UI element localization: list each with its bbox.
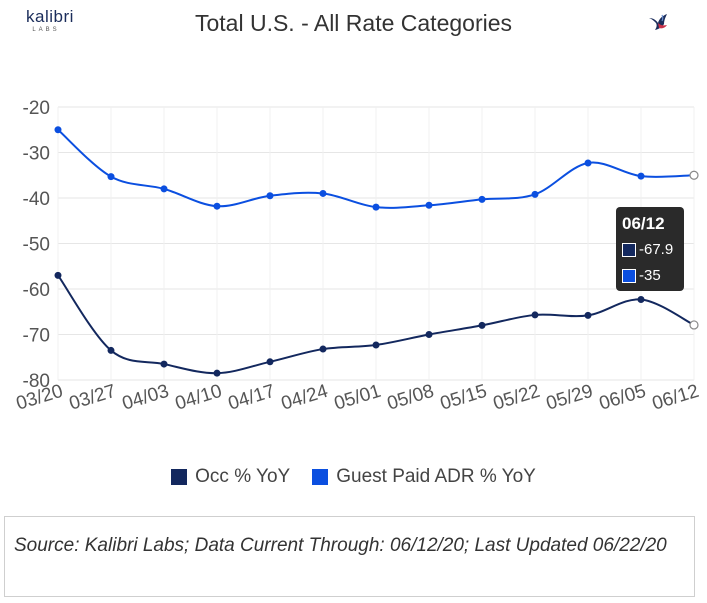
data-point-occ[interactable] bbox=[637, 295, 645, 303]
x-tick-label: 04/17 bbox=[226, 381, 278, 415]
data-point-occ[interactable] bbox=[425, 331, 433, 338]
data-point-adr[interactable] bbox=[478, 195, 486, 203]
data-point-occ[interactable] bbox=[319, 345, 327, 353]
data-point-adr[interactable] bbox=[584, 159, 592, 167]
logo-subtext: LABS bbox=[32, 27, 60, 33]
data-point-adr[interactable] bbox=[54, 126, 62, 134]
data-point-adr[interactable] bbox=[107, 173, 115, 181]
data-point-adr[interactable] bbox=[160, 185, 168, 193]
kalibri-logo: kalibri LABS bbox=[26, 7, 74, 34]
legend: Occ % YoY Guest Paid ADR % YoY bbox=[0, 466, 707, 488]
data-point-occ[interactable] bbox=[266, 358, 274, 366]
tooltip-swatch-occ bbox=[622, 243, 636, 257]
x-tick-label: 06/12 bbox=[650, 381, 702, 415]
data-point-occ[interactable] bbox=[372, 341, 380, 349]
logo-word: kalibri bbox=[26, 7, 74, 26]
page-title: Total U.S. - All Rate Categories bbox=[194, 10, 513, 36]
x-tick-label: 04/24 bbox=[279, 381, 331, 415]
tooltip-adr-value: -35 bbox=[639, 267, 661, 284]
data-point-occ[interactable] bbox=[54, 271, 62, 279]
line-chart: -20 -30 -40 -50 -60 -70 -80 03/20 03/27 04/03 04/… bbox=[14, 98, 702, 415]
data-point-adr[interactable] bbox=[319, 189, 327, 197]
legend-label-occ: Occ % YoY bbox=[195, 466, 291, 487]
data-point-adr[interactable] bbox=[531, 190, 539, 198]
tooltip: 06/12 -67.9 -35 bbox=[616, 207, 684, 291]
y-tick-label: -60 bbox=[23, 280, 50, 301]
tooltip-occ-value: -67.9 bbox=[639, 241, 674, 258]
data-point-adr[interactable] bbox=[689, 170, 699, 180]
x-tick-label: 05/22 bbox=[491, 381, 543, 415]
tooltip-title: 06/12 bbox=[622, 214, 665, 233]
legend-label-adr: Guest Paid ADR % YoY bbox=[336, 466, 536, 487]
series-layer bbox=[54, 126, 699, 377]
tooltip-row-occ: -67.9 bbox=[622, 239, 678, 261]
source-text: Source: Kalibri Labs; Data Current Throu… bbox=[14, 535, 667, 556]
x-tick-label: 05/15 bbox=[438, 381, 490, 415]
y-axis: -20 -30 -40 -50 -60 -70 -80 bbox=[23, 98, 50, 392]
data-point-occ[interactable] bbox=[478, 321, 486, 329]
x-tick-label: 06/05 bbox=[597, 381, 649, 415]
y-tick-label: -40 bbox=[23, 189, 50, 210]
tooltip-row-adr: -35 bbox=[622, 265, 678, 287]
y-tick-label: -80 bbox=[23, 371, 50, 392]
y-tick-label: -50 bbox=[23, 235, 50, 256]
grid bbox=[57, 106, 695, 381]
data-point-adr[interactable] bbox=[425, 201, 433, 209]
data-point-occ[interactable] bbox=[107, 346, 115, 354]
x-tick-label: 04/10 bbox=[173, 381, 225, 415]
x-tick-label: 05/29 bbox=[544, 381, 596, 415]
data-point-occ[interactable] bbox=[213, 369, 221, 377]
y-tick-label: -20 bbox=[23, 98, 50, 119]
data-point-adr[interactable] bbox=[637, 172, 645, 180]
data-point-occ[interactable] bbox=[160, 360, 168, 368]
tooltip-swatch-adr bbox=[622, 269, 636, 283]
legend-swatch-adr bbox=[312, 469, 329, 485]
x-axis: 03/20 03/27 04/03 04/10 04/17 04/24 05/01 05/08… bbox=[14, 381, 702, 415]
bird-icon bbox=[649, 14, 667, 30]
data-point-occ[interactable] bbox=[531, 311, 539, 319]
x-tick-label: 05/08 bbox=[385, 381, 437, 415]
data-point-adr[interactable] bbox=[372, 203, 380, 211]
legend-swatch-occ bbox=[171, 469, 188, 485]
data-point-occ[interactable] bbox=[689, 320, 699, 330]
data-point-adr[interactable] bbox=[213, 202, 221, 210]
y-tick-label: -70 bbox=[23, 326, 50, 347]
data-point-adr[interactable] bbox=[266, 192, 274, 200]
x-tick-label: 04/03 bbox=[120, 381, 172, 415]
data-point-occ[interactable] bbox=[584, 311, 592, 319]
legend-item-occ[interactable]: Occ % YoY bbox=[171, 466, 290, 488]
x-tick-label: 05/01 bbox=[332, 381, 384, 415]
y-tick-label: -30 bbox=[23, 144, 50, 165]
x-tick-label: 03/27 bbox=[67, 381, 119, 415]
legend-item-adr[interactable]: Guest Paid ADR % YoY bbox=[312, 466, 536, 488]
source-note: Source: Kalibri Labs; Data Current Throu… bbox=[4, 516, 695, 597]
